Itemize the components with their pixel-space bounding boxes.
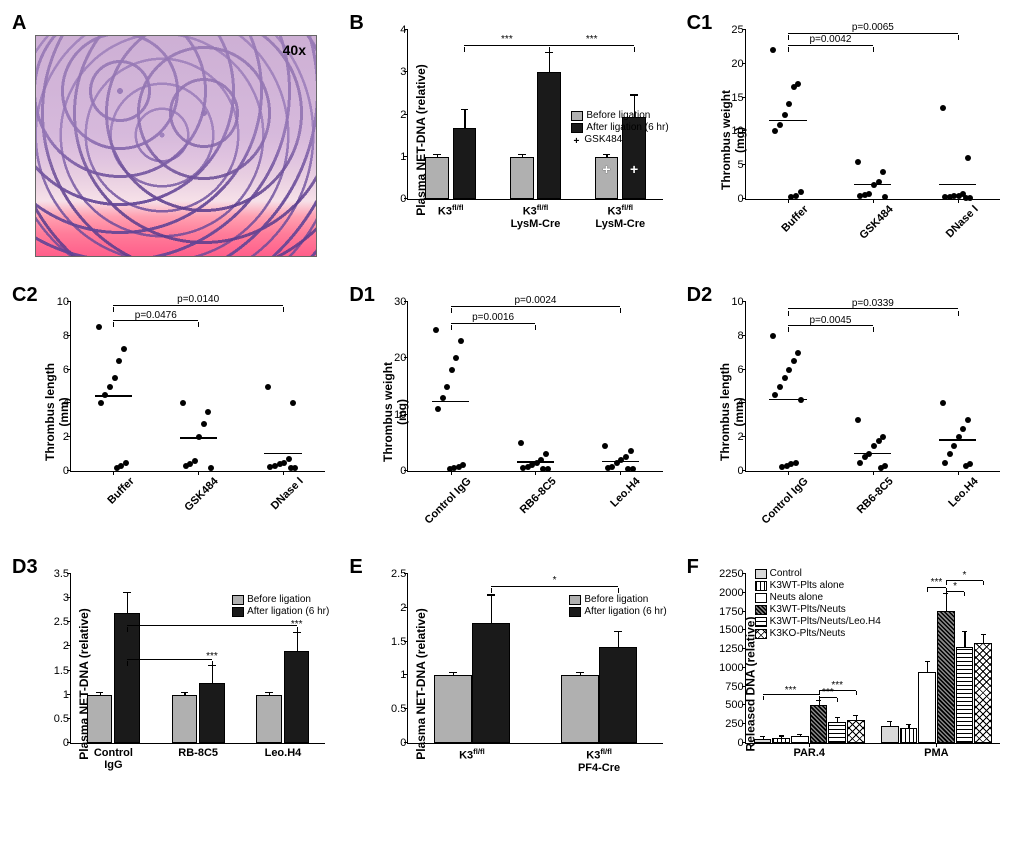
bar	[425, 157, 449, 199]
panel-e-label: E	[349, 556, 362, 579]
chart-d3: 00.511.522.533.5ControlIgGRB-8C5Leo.H4**…	[10, 554, 335, 814]
panel-d1: D1 0102030Control IgGRB6-8C5Leo.H4p=0.00…	[347, 282, 672, 542]
bar	[172, 695, 197, 743]
panel-c2-label: C2	[12, 284, 38, 307]
chart-c1: 0510152025BufferGSK484DNase Ip=0.0042p=0…	[685, 10, 1010, 270]
legend: Before ligationAfter ligation (6 hr)	[569, 594, 666, 618]
panel-d3: D3 00.511.522.533.5ControlIgGRB-8C5Leo.H…	[10, 554, 335, 814]
panel-e: E 00.511.522.5K3fl/flK3fl/flPF4-Cre*Plas…	[347, 554, 672, 814]
chart-d2: 0246810Control IgGRB6-8C5Leo.H4p=0.0045p…	[685, 282, 1010, 542]
panel-d3-label: D3	[12, 556, 38, 579]
panel-f: F 0250500750100012501500175020002250PAR.…	[685, 554, 1010, 814]
panel-d2: D2 0246810Control IgGRB6-8C5Leo.H4p=0.00…	[685, 282, 1010, 542]
legend: ControlK3WT-Plts aloneNeuts aloneK3WT-Pl…	[755, 568, 881, 640]
panel-c2: C2 0246810BufferGSK484DNase Ip=0.0476p=0…	[10, 282, 335, 542]
panel-f-label: F	[687, 556, 699, 579]
ylabel: Plasma NET-DNA (relative)	[414, 64, 428, 216]
figure-grid: A 40x B 01234K3fl/flK3fl/flLysM-CreK3fl/…	[10, 10, 1010, 814]
chart-c2: 0246810BufferGSK484DNase Ip=0.0476p=0.01…	[10, 282, 335, 542]
ylabel: Plasma NET-DNA (relative)	[414, 608, 428, 760]
bar	[453, 128, 477, 199]
panel-b: B 01234K3fl/flK3fl/flLysM-CreK3fl/flLysM…	[347, 10, 672, 270]
bar	[561, 675, 599, 743]
bar	[256, 695, 281, 743]
chart-b: 01234K3fl/flK3fl/flLysM-CreK3fl/flLysM-C…	[347, 10, 672, 270]
ylabel: Plasma NET-DNA (relative)	[77, 608, 91, 760]
bar	[434, 675, 472, 743]
bar	[472, 623, 510, 743]
ylabel: Thrombus length(mm)	[718, 363, 746, 461]
legend: Before ligationAfter ligation (6 hr)	[232, 594, 329, 618]
panel-a-label: A	[12, 12, 26, 35]
bar	[114, 613, 139, 743]
histology-magnification: 40x	[283, 42, 306, 58]
panel-a: A 40x	[10, 10, 335, 270]
bar	[199, 683, 224, 743]
ylabel: Thrombus weight(mg)	[719, 90, 747, 190]
bar	[537, 72, 561, 199]
panel-d2-label: D2	[687, 284, 713, 307]
ylabel: Thrombus length(mm)	[43, 363, 71, 461]
chart-e: 00.511.522.5K3fl/flK3fl/flPF4-Cre*Plasma…	[347, 554, 672, 814]
panel-d1-label: D1	[349, 284, 375, 307]
bar	[599, 647, 637, 743]
ylabel: Thrombus weight(mg)	[381, 362, 409, 462]
panel-c1-label: C1	[687, 12, 713, 35]
panel-c1: C1 0510152025BufferGSK484DNase Ip=0.0042…	[685, 10, 1010, 270]
chart-f: 0250500750100012501500175020002250PAR.4P…	[685, 554, 1010, 814]
chart-d1: 0102030Control IgGRB6-8C5Leo.H4p=0.0016p…	[347, 282, 672, 542]
legend: Before ligationAfter ligation (6 hr)+GSK…	[571, 110, 668, 146]
bar	[284, 651, 309, 743]
bar	[510, 157, 534, 199]
histology-image: 40x	[35, 35, 317, 257]
panel-b-label: B	[349, 12, 363, 35]
